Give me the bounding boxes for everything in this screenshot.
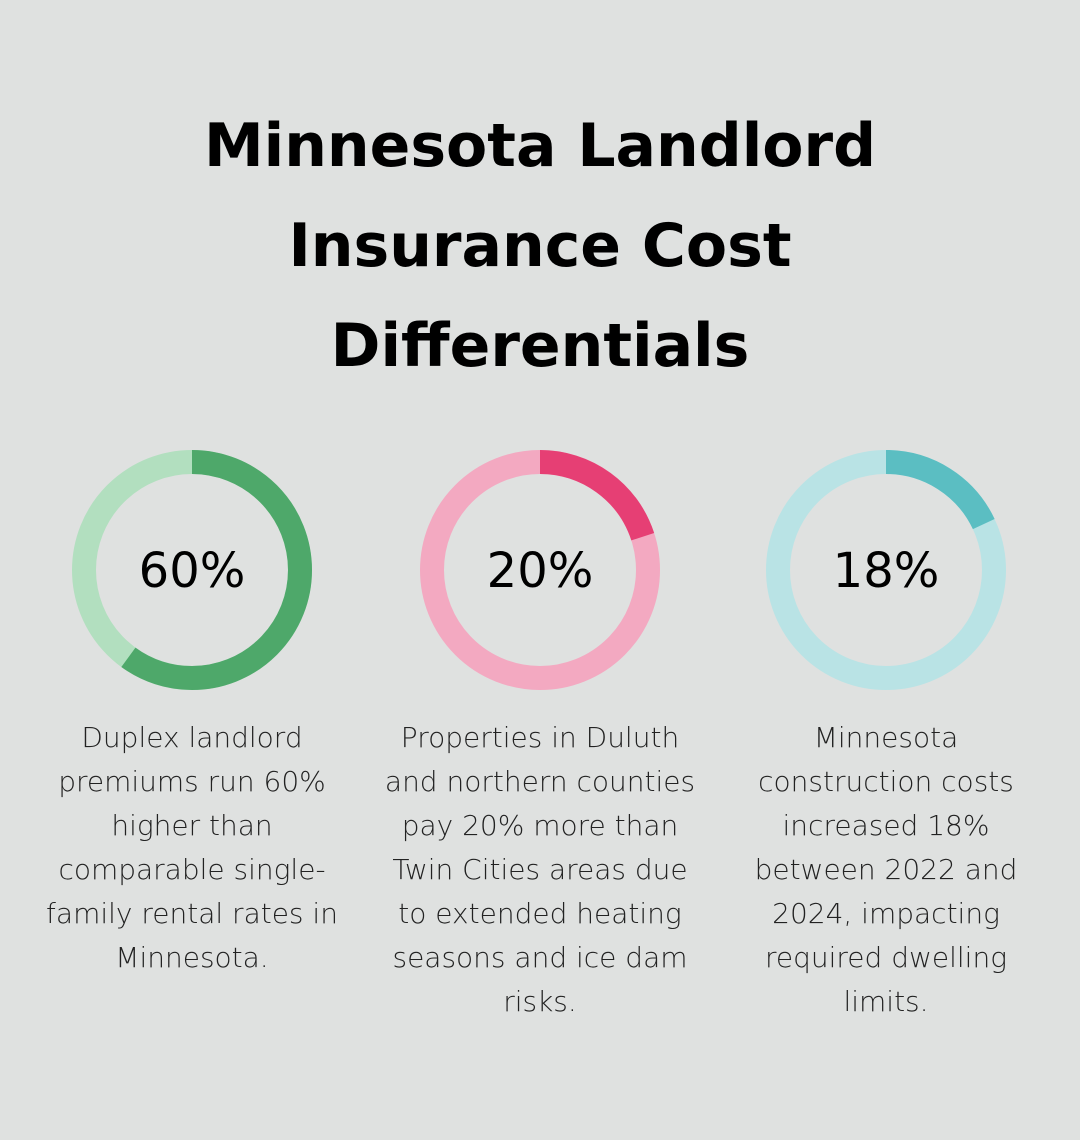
stat-description: Properties in Duluth and northern counti…	[384, 721, 696, 1018]
percentage-label: 60%	[139, 543, 246, 599]
percentage-label: 18%	[833, 543, 940, 599]
donut-value-arc	[766, 450, 1006, 690]
stat-description: Minnesota construction costs increased 1…	[754, 721, 1018, 1018]
percentage-label: 20%	[487, 543, 594, 599]
donut-chart: 18%	[766, 450, 1006, 690]
page-title: Minnesota Landlord Insurance Cost Differ…	[203, 111, 877, 381]
stat-card: 20% Properties in Duluth and northern co…	[370, 450, 710, 1024]
stat-description: Duplex landlord premiums run 60% higher …	[46, 721, 338, 974]
stat-card: 18% Minnesota construction costs increas…	[716, 450, 1056, 1024]
stat-card: 60% Duplex landlord premiums run 60% hig…	[22, 450, 362, 980]
donut-chart: 20%	[420, 450, 660, 690]
donut-chart: 60%	[72, 450, 312, 690]
donut-value-arc	[420, 450, 660, 690]
donut-value-arc	[72, 450, 312, 690]
